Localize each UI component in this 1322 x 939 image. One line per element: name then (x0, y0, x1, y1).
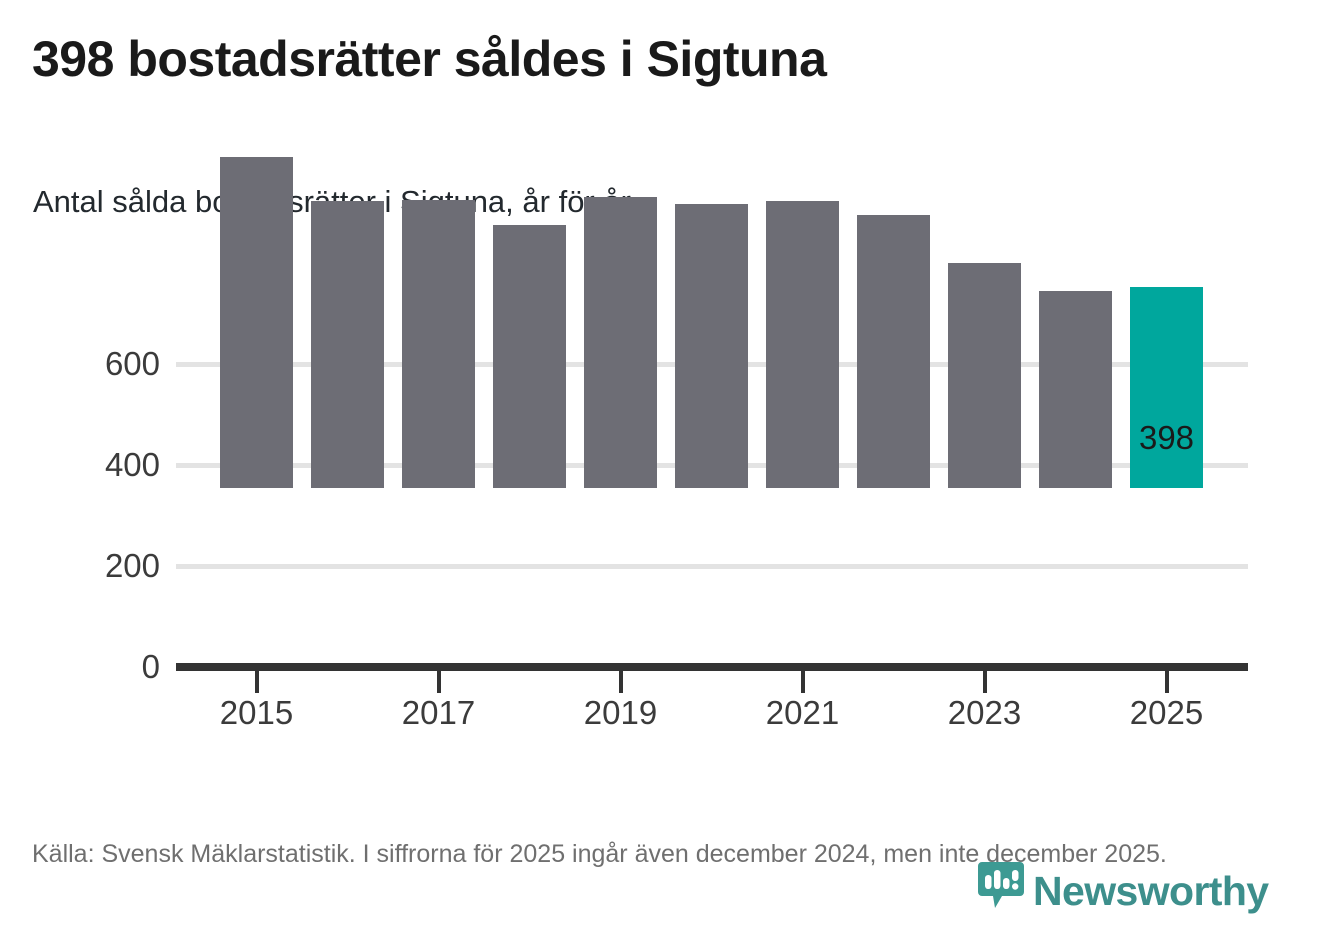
y-axis-tick-label: 200 (104, 547, 160, 584)
bar-2023[interactable] (948, 263, 1021, 488)
x-axis-tick-label-2019: 2019 (583, 694, 658, 731)
gridline (176, 564, 1248, 569)
newsworthy-wordmark: Newsworthy (1033, 868, 1269, 914)
page-title: 398 bostadsrätter såldes i Sigtuna (32, 31, 827, 87)
x-axis-tick-label-2025: 2025 (1129, 694, 1204, 731)
x-axis-tick-mark (436, 671, 441, 693)
bar-2021[interactable] (766, 200, 839, 488)
newsworthy-bubble-chart-icon (978, 862, 1024, 921)
y-axis-tick-label: 0 (141, 648, 160, 685)
gridline-dash (1104, 463, 1130, 468)
x-axis-tick-mark (618, 671, 623, 693)
gridline-dash (285, 463, 311, 468)
x-axis-tick-mark (1164, 671, 1169, 693)
y-axis-tick-label: 600 (104, 345, 160, 382)
bar-2017[interactable] (402, 200, 475, 488)
gridline-dash (922, 463, 948, 468)
source-note: Källa: Svensk Mäklarstatistik. I siffror… (32, 840, 1167, 868)
bar-2015[interactable] (220, 157, 293, 488)
newsworthy-logo[interactable]: Newsworthy (978, 862, 1269, 921)
bar-chart-plot: 0 200 400 600 398 2015 2017 2019 2021 2023 2025 (104, 157, 1248, 731)
bar-2018[interactable] (493, 225, 566, 488)
x-axis-tick-label-2021: 2021 (765, 694, 840, 731)
bar-2025[interactable] (1130, 287, 1203, 488)
gridline-dash (558, 463, 584, 468)
x-axis-line (176, 663, 1248, 671)
x-axis-tick-mark (982, 671, 987, 693)
x-axis-tick-label-2015: 2015 (219, 694, 294, 731)
gridline-dash (831, 463, 857, 468)
gridline-dash (649, 463, 675, 468)
x-axis-tick-label-2017: 2017 (401, 694, 476, 731)
y-axis-tick-label: 400 (104, 446, 160, 483)
bar-2019[interactable] (584, 197, 657, 488)
gridline-dash (740, 463, 766, 468)
gridline-dash (376, 463, 402, 468)
bar-2020[interactable] (675, 204, 748, 488)
bar-2022[interactable] (857, 215, 930, 488)
x-axis-tick-mark (254, 671, 259, 693)
bar-2024[interactable] (1039, 291, 1112, 488)
gridline-dash (467, 463, 493, 468)
gridline-dash (1013, 463, 1039, 468)
bar-2016[interactable] (311, 201, 384, 488)
bar-value-label-2025: 398 (1138, 419, 1195, 456)
x-axis-tick-label-2023: 2023 (947, 694, 1022, 731)
x-axis-tick-mark (800, 671, 805, 693)
